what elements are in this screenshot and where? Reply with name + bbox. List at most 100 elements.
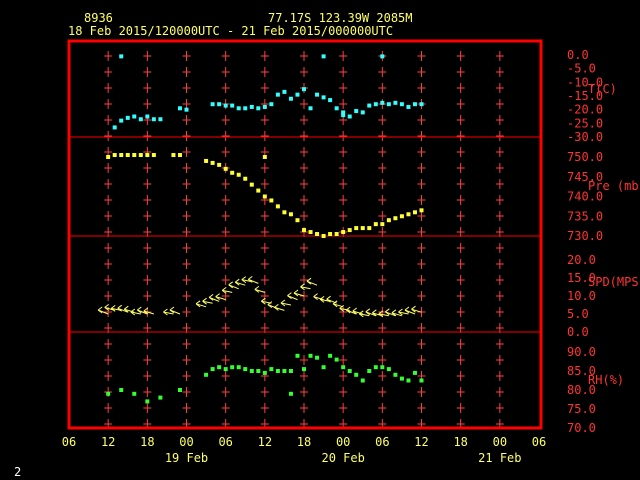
wind-arrow-head [202,300,207,305]
wind-arrow-head [104,303,109,308]
humidity-point [119,388,124,392]
pressure-point [177,153,182,158]
wind-arrow-head [385,308,390,313]
y-tick-label: 735.0 [567,209,603,223]
pressure-point [132,153,137,158]
humidity-point [282,369,287,373]
temperature-point [308,106,313,111]
pressure-point [106,155,111,159]
wind-arrow-head [208,293,214,298]
y-tick-label: 5.0 [567,307,589,321]
pressure-point [347,228,352,233]
humidity-point [399,376,404,381]
temperature-point [367,103,372,108]
humidity-point [275,369,280,373]
humidity-point [204,372,209,377]
wind-arrow [339,307,350,311]
temperature-point [321,95,326,100]
wind-arrow-head [358,313,364,318]
x-hour-label: 06 [532,435,546,449]
wind-arrow-head [137,309,142,314]
station-location: 77.17S 123.39W 2085M [268,11,413,25]
wind-arrow-head [404,306,410,311]
temperature-point [419,102,424,107]
temperature-point [412,102,417,107]
temperature-outlier-point [380,54,385,59]
wind-arrow-head [319,295,325,300]
humidity-point [223,367,228,372]
temperature-point [158,117,163,122]
humidity-point [158,395,163,400]
time-range: 18 Feb 2015/120000UTC - 21 Feb 2015/0000… [68,24,393,38]
wind-arrow-head [143,307,149,312]
humidity-point [373,365,378,370]
panel-label: Pre (mb) [588,179,640,193]
temperature-point [184,107,189,112]
wind-arrow [398,311,409,315]
wind-arrow-head [110,304,116,309]
y-axis-labels: 0.0-5.0-10.0-15.0-20.0-25.0-30.0T(C)750.… [567,48,640,435]
temperature-point [151,117,156,122]
humidity-point [393,372,398,377]
wind-arrow-head [267,301,273,306]
wind-arrow-head [391,309,397,314]
temperature-outlier-point [321,54,326,59]
pressure-outlier-point [262,155,267,159]
temperature-point [230,103,235,108]
wind-arrow-head [398,311,403,316]
temperature-point [236,106,241,111]
pressure-point [262,194,267,199]
y-tick-label: 730.0 [567,229,603,243]
plot-frame [67,39,543,430]
temperature-point [406,104,411,109]
wind-arrow-head [287,292,292,297]
temperature-point [360,110,365,115]
pressure-point [373,222,378,227]
chart-grid [104,51,504,429]
pressure-point [288,212,293,217]
wind-arrow-head [195,300,201,305]
x-hour-label: 06 [218,435,232,449]
wind-arrow-head [137,306,142,311]
temperature-point [282,89,287,94]
y-tick-label: 0.0 [567,325,589,339]
page-number: 2 [14,465,21,479]
pressure-point [171,153,176,158]
wind-arrow [280,302,292,306]
pressure-point [256,188,261,193]
wind-arrow [293,292,305,297]
wind-arrow-head [254,285,260,290]
wind-arrow-head [404,309,410,314]
humidity-point [230,365,235,370]
wind-arrow-head [169,306,175,311]
temperature-point [328,98,333,103]
wind-arrow-head [411,305,416,310]
y-tick-label: -30.0 [567,130,603,144]
x-hour-label: 00 [336,435,350,449]
station-id: 8936 [84,11,113,25]
x-day-label: 20 Feb [321,451,364,465]
pressure-point [393,216,398,221]
temperature-point [132,114,137,119]
temperature-point [217,102,222,107]
pressure-point [334,232,339,237]
pressure-point [138,153,143,158]
humidity-point [354,372,359,377]
wind-arrow-head [261,297,266,302]
wind-arrow-head [163,308,168,313]
wind-arrow-head [352,310,358,315]
wind-arrow-head [130,311,136,316]
temperature-point [295,92,300,97]
wind-arrow-head [104,306,109,311]
pressure-point [282,210,287,215]
humidity-point [106,391,111,396]
wind-arrow-head [385,311,390,316]
y-tick-label: 80.0 [567,383,596,397]
y-tick-label: 750.0 [567,150,603,164]
x-hour-label: 12 [258,435,272,449]
wind-arrow [215,296,226,301]
wind-arrow [313,296,324,301]
wind-arrow-head [358,310,364,315]
temperature-point [302,87,306,92]
y-tick-label: 745.0 [567,170,603,184]
